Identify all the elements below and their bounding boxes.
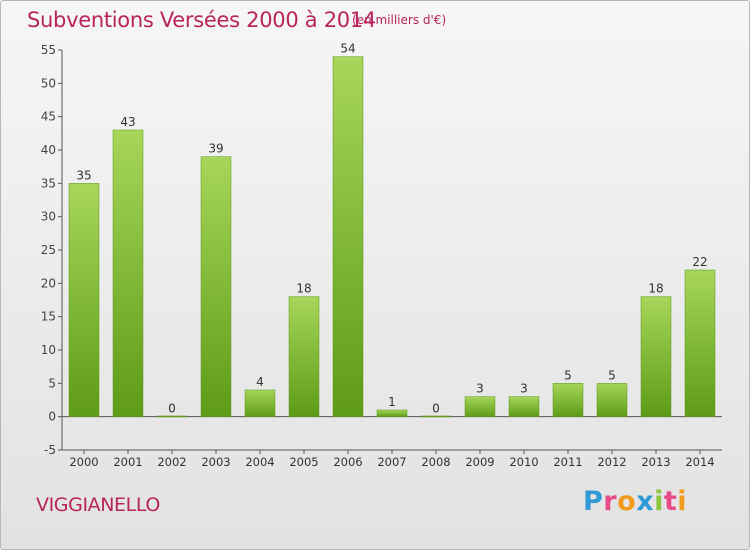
bar xyxy=(68,183,100,417)
y-tick-label: 35 xyxy=(41,176,56,190)
bar xyxy=(244,389,276,417)
bar xyxy=(552,383,584,417)
bar-value-label: 4 xyxy=(256,375,264,389)
bar-value-label: 54 xyxy=(340,42,355,56)
bar-value-label: 5 xyxy=(608,368,616,382)
bar xyxy=(288,296,320,417)
y-tick-label: -5 xyxy=(44,443,56,457)
bar xyxy=(508,396,540,417)
y-tick-label: 0 xyxy=(48,410,56,424)
logo-letter: i xyxy=(677,486,688,517)
bar xyxy=(332,56,364,417)
bar xyxy=(421,415,451,418)
y-tick-label: 40 xyxy=(41,143,56,157)
x-tick-label: 2004 xyxy=(245,455,274,469)
bar-value-label: 0 xyxy=(432,402,440,416)
x-tick-label: 2013 xyxy=(641,455,670,469)
bar-value-label: 1 xyxy=(388,395,396,409)
chart-title: Subventions Versées 2000 à 2014 xyxy=(27,8,376,32)
bar-value-label: 0 xyxy=(168,402,176,416)
x-tick-label: 2003 xyxy=(201,455,230,469)
commune-name: VIGGIANELLO xyxy=(36,494,160,516)
logo-letter: r xyxy=(603,486,618,517)
logo-letter: o xyxy=(617,486,637,517)
bar-value-label: 5 xyxy=(564,368,572,382)
y-tick-label: 5 xyxy=(48,376,56,390)
y-tick-label: 25 xyxy=(41,243,56,257)
x-tick-label: 2005 xyxy=(289,455,318,469)
x-tick-label: 2008 xyxy=(421,455,450,469)
logo-letter: t xyxy=(663,486,678,517)
bar xyxy=(376,409,408,417)
bar-value-label: 3 xyxy=(520,382,528,396)
bar xyxy=(200,156,232,417)
x-tick-label: 2001 xyxy=(113,455,142,469)
proxiti-logo[interactable]: Proxiti xyxy=(583,486,687,517)
y-tick-label: 50 xyxy=(41,76,56,90)
bar xyxy=(684,269,716,417)
bar-value-label: 39 xyxy=(208,142,223,156)
bar xyxy=(112,129,144,417)
bar-value-label: 3 xyxy=(476,382,484,396)
bar-value-label: 18 xyxy=(648,282,663,296)
bar-value-label: 18 xyxy=(296,282,311,296)
x-tick-label: 2011 xyxy=(553,455,582,469)
x-tick-label: 2006 xyxy=(333,455,362,469)
x-tick-label: 2014 xyxy=(685,455,714,469)
bar-value-label: 22 xyxy=(692,255,707,269)
y-tick-label: 30 xyxy=(41,210,56,224)
bar xyxy=(157,415,187,418)
y-tick-label: 20 xyxy=(41,276,56,290)
y-tick-label: 45 xyxy=(41,110,56,124)
x-tick-label: 2000 xyxy=(69,455,98,469)
bar xyxy=(596,383,628,417)
logo-letter: P xyxy=(583,486,604,517)
x-tick-label: 2002 xyxy=(157,455,186,469)
bar-value-label: 43 xyxy=(120,115,135,129)
y-tick-label: 15 xyxy=(41,310,56,324)
x-tick-label: 2010 xyxy=(509,455,538,469)
x-tick-label: 2007 xyxy=(377,455,406,469)
bar xyxy=(464,396,496,417)
logo-letter: x xyxy=(636,486,655,517)
bar xyxy=(640,296,672,417)
y-tick-label: 55 xyxy=(41,43,56,57)
unit-note: (en milliers d'€) xyxy=(352,13,447,27)
logo-letter: i xyxy=(654,486,664,517)
y-tick-label: 10 xyxy=(41,343,56,357)
x-tick-label: 2009 xyxy=(465,455,494,469)
bar-value-label: 35 xyxy=(76,168,91,182)
x-tick-label: 2012 xyxy=(597,455,626,469)
